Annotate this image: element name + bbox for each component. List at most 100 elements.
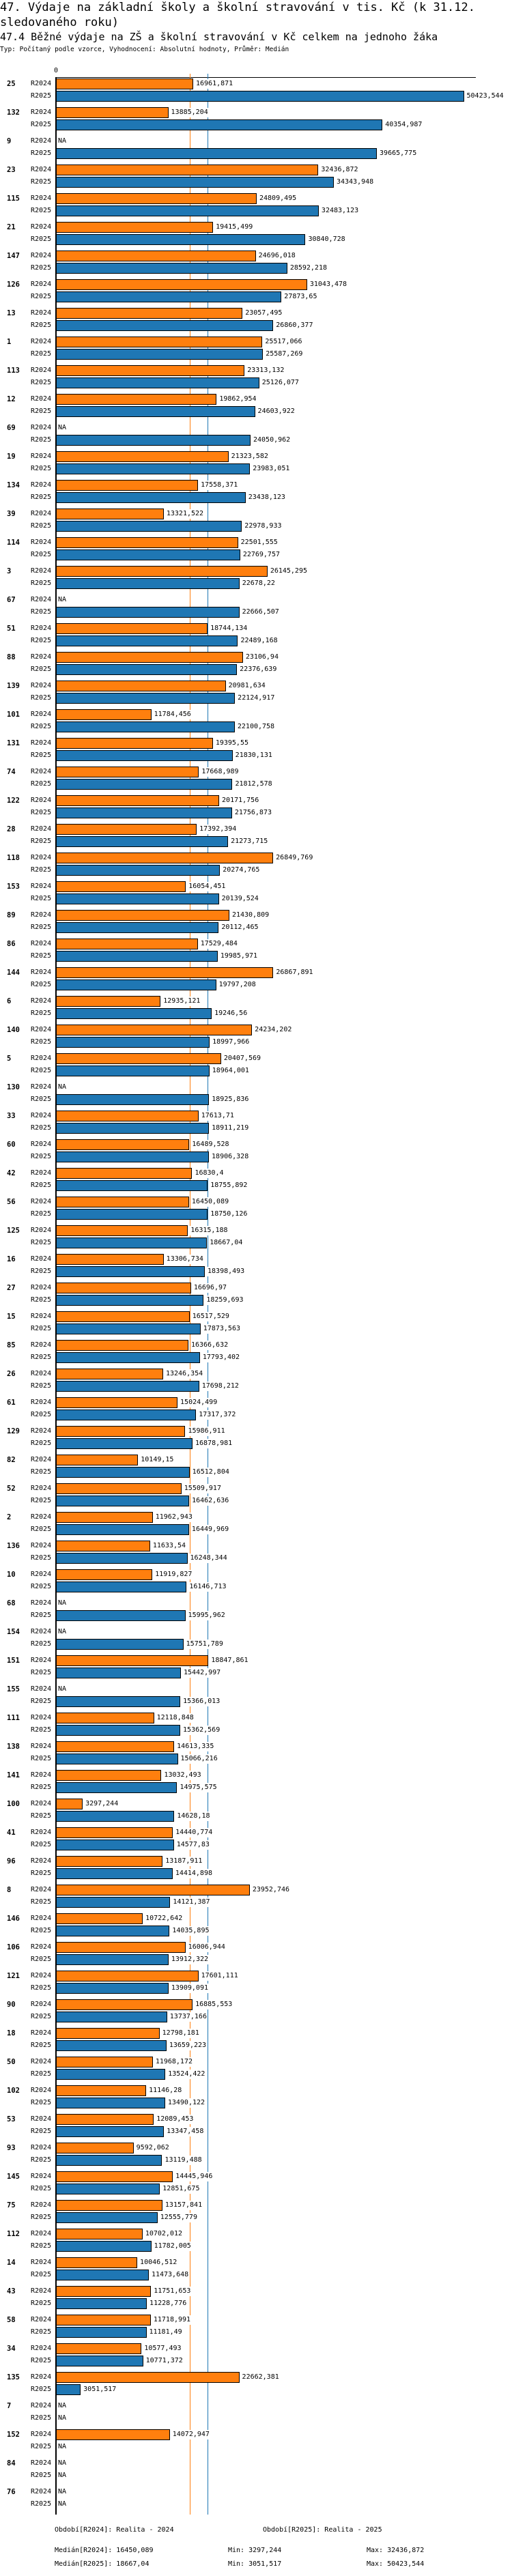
bar-r2025-21 xyxy=(56,234,306,245)
value-label: NA xyxy=(57,2471,68,2480)
x-axis-line xyxy=(55,77,476,78)
value-label: 34343,948 xyxy=(335,177,375,187)
y-axis-line xyxy=(55,77,57,2515)
bar-r2024-27 xyxy=(56,1283,191,1293)
bar-r2025-1 xyxy=(56,349,264,360)
series-label: R2025 xyxy=(31,2042,52,2049)
value-label: 20171,756 xyxy=(221,796,260,805)
bar-r2024-131 xyxy=(56,738,213,749)
bar-r2024-88 xyxy=(56,652,243,663)
min-r2025-text: Min: 3051,517 xyxy=(228,2560,282,2568)
group-label: 52 xyxy=(7,1485,16,1493)
value-label: 17529,484 xyxy=(199,939,238,949)
value-label: 17668,989 xyxy=(201,767,240,777)
series-label: R2024 xyxy=(31,2029,52,2037)
group-label: 122 xyxy=(7,797,20,805)
legend-period-r2024: Období[R2024]: Realita - 2024 xyxy=(55,2526,174,2534)
value-label: 22376,639 xyxy=(239,665,278,674)
bar-r2025-60 xyxy=(56,1151,210,1162)
series-label: R2025 xyxy=(31,2443,52,2450)
bar-r2024-51 xyxy=(56,623,208,634)
value-label: 15986,911 xyxy=(187,1427,226,1436)
bar-r2024-86 xyxy=(56,939,198,949)
value-label: 10722,642 xyxy=(145,1914,184,1923)
bar-r2024-106 xyxy=(56,1942,186,1953)
series-label: R2025 xyxy=(31,1669,52,1676)
value-label: 16885,553 xyxy=(195,2000,233,2009)
bar-r2025-9 xyxy=(56,148,378,159)
value-label: 32436,872 xyxy=(320,165,359,175)
value-label: 17601,111 xyxy=(200,1971,239,1981)
series-label: R2024 xyxy=(31,2259,52,2266)
series-label: R2024 xyxy=(31,596,52,603)
series-label: R2024 xyxy=(31,1083,52,1091)
series-label: R2025 xyxy=(31,121,52,128)
series-label: R2024 xyxy=(31,1599,52,1607)
bar-r2024-50 xyxy=(56,2057,153,2067)
value-label: 15362,569 xyxy=(182,1726,221,1735)
series-label: R2025 xyxy=(31,2386,52,2393)
value-label: 16512,804 xyxy=(191,1468,230,1477)
series-label: R2024 xyxy=(31,797,52,804)
value-label: 14577,83 xyxy=(175,1840,210,1850)
value-label: 13912,322 xyxy=(170,1955,210,1964)
value-label: 10771,372 xyxy=(145,2356,184,2366)
bar-r2025-75 xyxy=(56,2212,158,2223)
value-label: 20407,569 xyxy=(223,1054,262,1063)
value-label: 23313,132 xyxy=(246,366,285,375)
series-label: R2024 xyxy=(31,1485,52,1492)
group-label: 151 xyxy=(7,1657,20,1665)
value-label: 17392,394 xyxy=(199,825,238,834)
value-label: 18925,836 xyxy=(211,1095,250,1104)
series-label: R2024 xyxy=(31,1743,52,1750)
bar-r2025-145 xyxy=(56,2184,160,2194)
series-label: R2025 xyxy=(31,1870,52,1877)
series-label: R2024 xyxy=(31,567,52,575)
series-label: R2025 xyxy=(31,2271,52,2278)
group-label: 67 xyxy=(7,596,16,604)
bar-r2024-111 xyxy=(56,1713,154,1723)
value-label: 23106,94 xyxy=(244,653,279,662)
group-label: 9 xyxy=(7,137,12,145)
value-label: 12798,181 xyxy=(161,2029,200,2038)
bar-r2024-16 xyxy=(56,1254,164,1265)
group-label: 19 xyxy=(7,453,16,461)
value-label: 11633,54 xyxy=(152,1541,187,1551)
value-label: 18259,693 xyxy=(205,1296,244,1305)
series-label: R2025 xyxy=(31,1898,52,1906)
value-label: 23983,051 xyxy=(252,464,291,474)
bar-r2024-5 xyxy=(56,1053,221,1064)
bar-r2025-34 xyxy=(56,2356,143,2366)
bar-r2024-121 xyxy=(56,1971,199,1981)
series-label: R2024 xyxy=(31,1026,52,1033)
value-label: 16961,871 xyxy=(195,79,234,89)
value-label: 13321,522 xyxy=(165,509,205,519)
group-label: 74 xyxy=(7,768,16,776)
value-label: 22124,917 xyxy=(237,693,276,703)
bar-r2025-100 xyxy=(56,1811,175,1822)
value-label: 11751,653 xyxy=(153,2287,192,2296)
series-label: R2024 xyxy=(31,2488,52,2495)
value-label: 21430,809 xyxy=(231,911,270,920)
value-label: 21756,873 xyxy=(233,808,272,818)
series-label: R2025 xyxy=(31,2242,52,2250)
series-label: R2024 xyxy=(31,2431,52,2438)
group-label: 69 xyxy=(7,424,16,432)
series-label: R2025 xyxy=(31,1640,52,1648)
value-label: 11962,943 xyxy=(154,1513,193,1522)
group-label: 134 xyxy=(7,481,20,489)
series-label: R2024 xyxy=(31,2373,52,2381)
bar-r2025-41 xyxy=(56,1840,174,1850)
group-label: 61 xyxy=(7,1399,16,1407)
value-label: 32483,123 xyxy=(320,206,360,216)
bar-r2025-141 xyxy=(56,1782,177,1793)
group-label: 3 xyxy=(7,567,12,575)
bar-r2024-101 xyxy=(56,709,152,720)
value-label: 16696,97 xyxy=(193,1283,228,1293)
group-label: 129 xyxy=(7,1427,20,1435)
value-label: 16489,528 xyxy=(191,1140,230,1149)
value-label: NA xyxy=(57,1083,68,1092)
bar-r2025-5 xyxy=(56,1065,210,1076)
value-label: 17873,563 xyxy=(202,1324,241,1334)
bar-r2024-3 xyxy=(56,566,268,577)
